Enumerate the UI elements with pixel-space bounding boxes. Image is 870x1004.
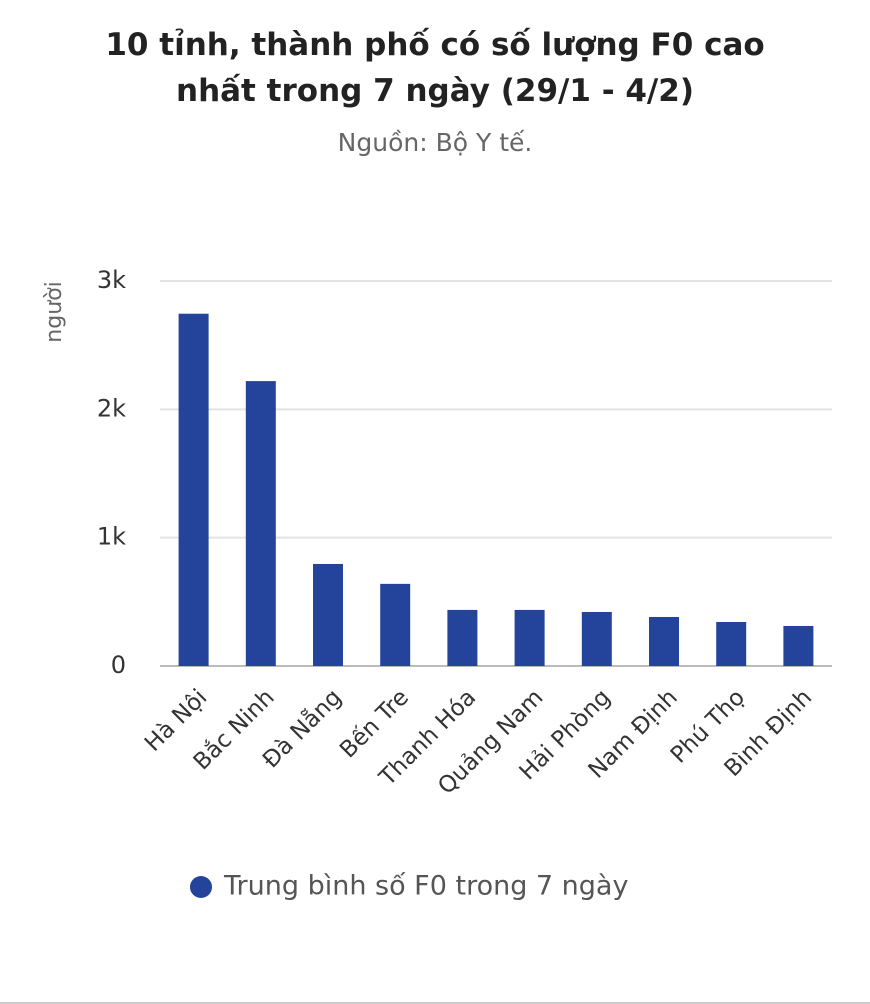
bar	[178, 313, 209, 666]
chart-title: 10 tỉnh, thành phố có số lượng F0 cao nh…	[105, 27, 765, 109]
y-tick-label: 2k	[97, 394, 126, 422]
bar	[245, 381, 276, 666]
bar	[380, 583, 411, 666]
y-tick-label: 0	[111, 651, 126, 679]
y-tick-label: 3k	[97, 266, 126, 294]
bar	[783, 625, 814, 666]
bar	[581, 611, 612, 666]
bar	[716, 621, 747, 666]
y-tick-label: 1k	[97, 523, 126, 551]
legend-marker	[190, 876, 212, 898]
y-axis-label: người	[42, 281, 67, 342]
bar	[313, 563, 343, 666]
bar	[447, 609, 478, 666]
chart-subtitle: Nguồn: Bộ Y tế.	[337, 128, 533, 157]
legend-label: Trung bình số F0 trong 7 ngày	[223, 871, 628, 902]
bar	[514, 609, 545, 666]
bar	[649, 616, 679, 666]
